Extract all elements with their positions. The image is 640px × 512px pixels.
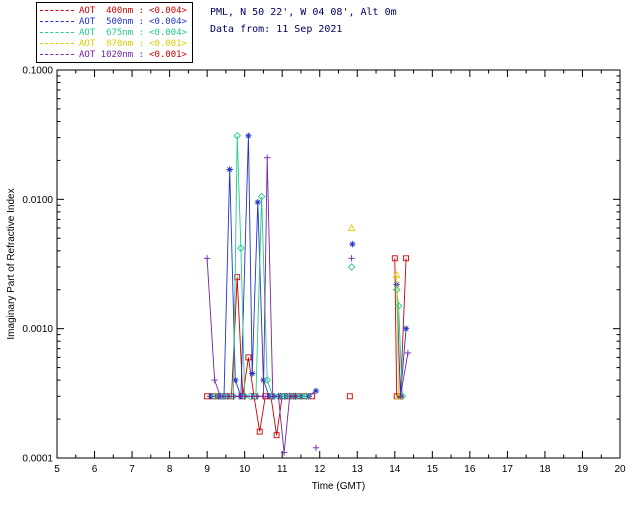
legend-item-label: AOT 675nm :: [79, 27, 145, 38]
svg-text:13: 13: [352, 464, 364, 475]
series-aot-870nm: [347, 223, 403, 400]
legend-item-value: <0.004>: [149, 27, 187, 38]
legend-item-value: <0.001>: [149, 49, 187, 60]
series-aot-1020nm: [203, 154, 412, 456]
svg-text:18: 18: [539, 464, 551, 475]
legend-item: AOT 500nm : <0.004>: [40, 16, 187, 27]
svg-text:0.0100: 0.0100: [22, 195, 53, 206]
svg-text:10: 10: [239, 464, 251, 475]
legend-item-label: AOT 870nm :: [79, 38, 145, 49]
plot-header: PML, N 50 22', W 04 08', Alt 0m Data fro…: [210, 4, 397, 38]
axis-labels: Time (GMT) Imaginary Part of Refractive I…: [6, 188, 365, 492]
legend-line-sample: [40, 54, 74, 55]
svg-text:20: 20: [614, 464, 626, 475]
legend-item-value: <0.004>: [149, 5, 187, 16]
svg-text:Imaginary Part of Refractive I: Imaginary Part of Refractive Index: [6, 188, 17, 339]
svg-text:0.0010: 0.0010: [22, 324, 53, 335]
legend-item-label: AOT 400nm :: [79, 5, 145, 16]
svg-text:15: 15: [427, 464, 439, 475]
svg-text:9: 9: [204, 464, 210, 475]
site-info: PML, N 50 22', W 04 08', Alt 0m: [210, 7, 397, 18]
svg-text:8: 8: [167, 464, 173, 475]
svg-text:0.1000: 0.1000: [22, 66, 53, 77]
legend-line-sample: [40, 32, 74, 33]
legend-item-label: AOT 500nm :: [79, 16, 145, 27]
plot-frame: [56, 69, 621, 459]
legend-item: AOT 675nm : <0.004>: [40, 27, 187, 38]
svg-text:19: 19: [577, 464, 589, 475]
series-aot-500nm: [207, 132, 410, 400]
legend-item-value: <0.001>: [149, 38, 187, 49]
legend-line-sample: [40, 10, 74, 11]
legend-item: AOT 870nm : <0.001>: [40, 38, 187, 49]
legend-item-label: AOT 1020nm :: [79, 49, 145, 60]
svg-text:6: 6: [92, 464, 98, 475]
svg-text:17: 17: [502, 464, 514, 475]
axes: [56, 69, 621, 459]
svg-text:5: 5: [54, 464, 60, 475]
legend-line-sample: [40, 43, 74, 44]
series-aot-675nm: [210, 131, 407, 401]
x-axis: 5 6 7 8 9 10 11 12 13 14 15 16 17 18 19 20: [54, 464, 626, 475]
y-axis: 0.0001 0.0010 0.0100 0.1000: [22, 66, 53, 465]
svg-text:0.0001: 0.0001: [22, 454, 53, 465]
svg-text:7: 7: [129, 464, 135, 475]
svg-text:Time (GMT): Time (GMT): [312, 481, 366, 492]
date-info: Data from: 11 Sep 2021: [210, 24, 343, 35]
svg-text:11: 11: [277, 464, 288, 475]
svg-text:12: 12: [314, 464, 326, 475]
svg-text:16: 16: [464, 464, 476, 475]
legend-item: AOT 400nm : <0.004>: [40, 5, 187, 16]
legend: AOT 400nm : <0.004> AOT 500nm : <0.004> …: [36, 2, 193, 63]
legend-item-value: <0.004>: [149, 16, 187, 27]
legend-item: AOT 1020nm : <0.001>: [40, 49, 187, 60]
legend-line-sample: [40, 21, 74, 22]
svg-text:14: 14: [389, 464, 401, 475]
